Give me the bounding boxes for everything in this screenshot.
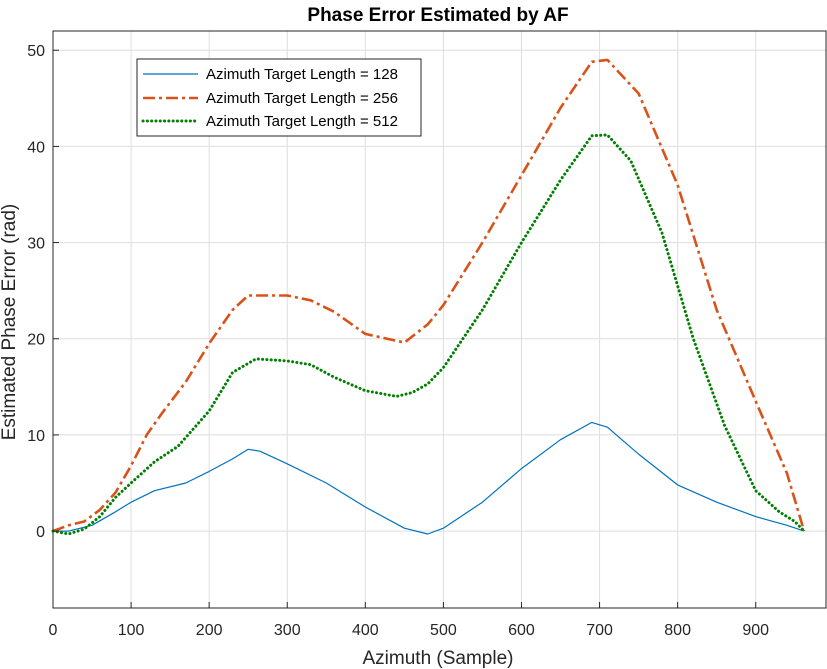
series-line-1: [53, 421, 805, 535]
y-tick-label: 30: [27, 236, 45, 253]
x-axis-label: Azimuth (Sample): [363, 648, 514, 669]
x-tick-label: 900: [742, 622, 769, 639]
x-tick-label: 700: [586, 622, 613, 639]
y-axis-label: Estimated Phase Error (rad): [0, 204, 20, 441]
x-tick-label: 400: [352, 622, 379, 639]
plot-area-frame: [52, 30, 827, 609]
series-line-2: [52, 58, 806, 533]
series-line-3: [51, 133, 806, 536]
x-tick-label: 0: [49, 622, 58, 639]
x-tick-label: 100: [118, 622, 145, 639]
legend-label-512: Azimuth Target Length = 512: [206, 113, 398, 130]
y-tick-label: 20: [27, 332, 45, 349]
y-tick-label: 0: [36, 524, 45, 541]
legend-label-128: Azimuth Target Length = 128: [206, 66, 398, 83]
y-tick-label: 40: [27, 139, 45, 156]
series-group: [51, 58, 806, 536]
ticks: 0 100 200 300 400 500 600 700 800 900 0 10 20 30 40 50: [27, 43, 769, 639]
y-tick-label: 10: [27, 428, 45, 445]
x-tick-label: 200: [196, 622, 223, 639]
y-tick-label: 50: [27, 43, 45, 60]
legend: Azimuth Target Length = 128 Azimuth Targ…: [136, 58, 422, 137]
x-tick-label: 800: [664, 622, 691, 639]
x-tick-label: 600: [508, 622, 535, 639]
x-tick-label: 300: [274, 622, 301, 639]
legend-label-256: Azimuth Target Length = 256: [206, 90, 398, 107]
chart-title: Phase Error Estimated by AF: [307, 5, 568, 26]
x-tick-label: 500: [430, 622, 457, 639]
